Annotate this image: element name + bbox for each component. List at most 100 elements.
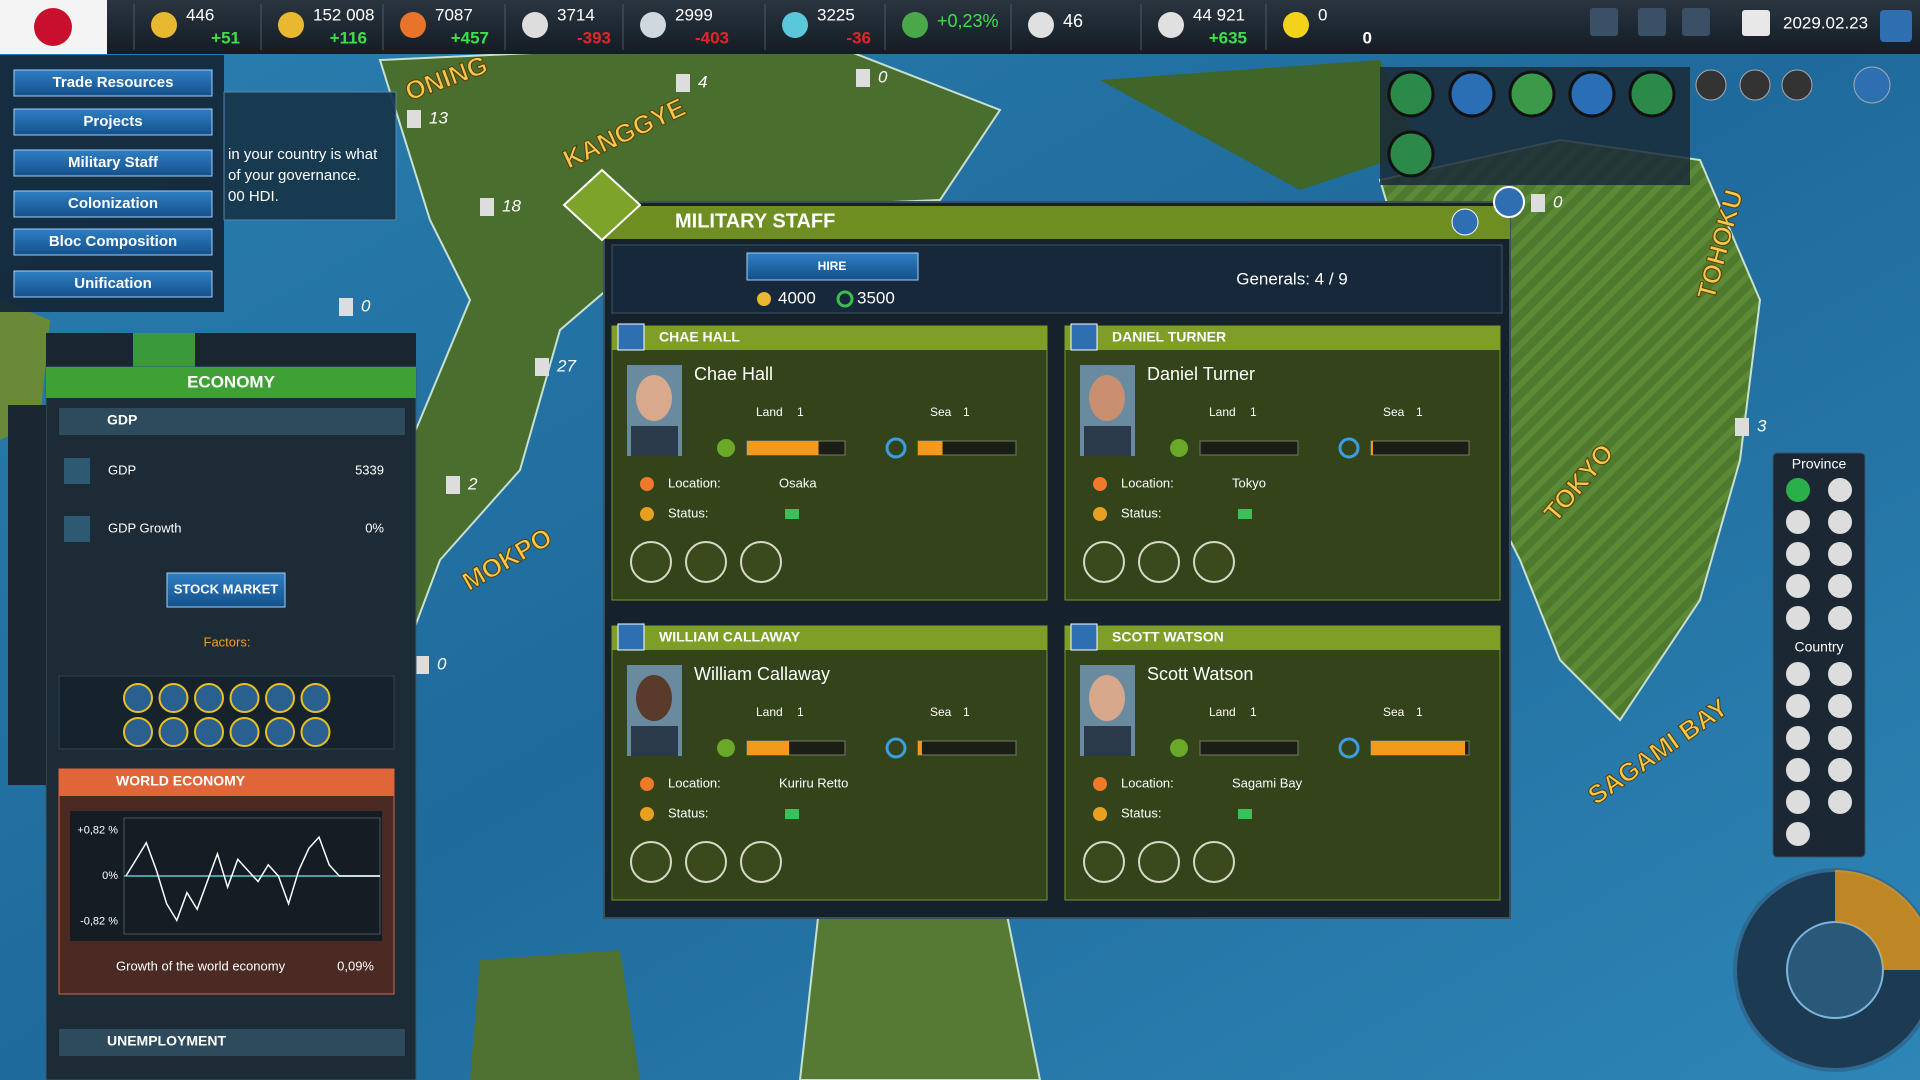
resource-icon (522, 12, 548, 38)
menu-button[interactable] (13, 228, 213, 256)
general-action[interactable] (630, 841, 672, 883)
filter-icon[interactable] (1828, 606, 1852, 630)
card-header-text: DANIEL TURNER (1112, 329, 1226, 345)
filter-icon[interactable] (1786, 574, 1810, 598)
filter-icon[interactable] (1828, 510, 1852, 534)
unit-count: 3 (1757, 416, 1767, 435)
action-button[interactable] (1628, 70, 1676, 118)
action-button[interactable] (1448, 70, 1496, 118)
action-button[interactable] (1739, 69, 1771, 101)
action-button[interactable] (1695, 69, 1727, 101)
pause-button[interactable] (1590, 8, 1618, 36)
menu-button[interactable] (13, 190, 213, 218)
radial-segment[interactable] (1835, 870, 1920, 970)
filter-icon[interactable] (1828, 694, 1852, 718)
sea-label: Sea (930, 405, 952, 419)
status-icon (1093, 807, 1107, 821)
unit-flag (446, 476, 460, 494)
sea-level: 1 (963, 405, 970, 419)
fast-button[interactable] (1682, 8, 1710, 36)
filter-icon[interactable] (1786, 662, 1810, 686)
money-icon (757, 292, 771, 306)
menu-label[interactable]: Unification (74, 275, 152, 292)
card-badge (1070, 623, 1098, 651)
menu-button[interactable] (13, 149, 213, 177)
close-button[interactable] (1493, 186, 1525, 218)
general-action[interactable] (1138, 841, 1180, 883)
general-action[interactable] (1193, 841, 1235, 883)
land-level: 1 (797, 705, 804, 719)
general-action[interactable] (1193, 541, 1235, 583)
location-label: Location: (668, 775, 721, 790)
filter-icon[interactable] (1786, 542, 1810, 566)
location-value: Sagami Bay (1232, 775, 1303, 790)
general-name: Chae Hall (694, 364, 773, 384)
menu-button[interactable] (13, 69, 213, 97)
unit-flag (1531, 194, 1545, 212)
status-indicator (1238, 509, 1252, 519)
menu-button[interactable] (13, 270, 213, 298)
filter-icon[interactable] (1786, 510, 1810, 534)
land-icon (1170, 739, 1188, 757)
hire-label[interactable]: HIRE (818, 259, 847, 273)
general-action[interactable] (1083, 841, 1125, 883)
menu-label[interactable]: Military Staff (68, 154, 159, 171)
action-button[interactable] (1387, 70, 1435, 118)
play-button[interactable] (1638, 8, 1666, 36)
filter-icon[interactable] (1828, 542, 1852, 566)
filter-icon[interactable] (1786, 726, 1810, 750)
resource-value: 0 (1318, 5, 1327, 24)
filter-icon[interactable] (1786, 694, 1810, 718)
sea-label: Sea (1383, 705, 1405, 719)
general-action[interactable] (685, 541, 727, 583)
general-action[interactable] (1083, 541, 1125, 583)
location-label: Location: (668, 475, 721, 490)
action-button[interactable] (1387, 130, 1435, 178)
menu-label[interactable]: Bloc Composition (49, 233, 177, 250)
filter-icon[interactable] (1786, 606, 1810, 630)
general-action[interactable] (630, 541, 672, 583)
action-button[interactable] (1568, 70, 1616, 118)
menu-button[interactable] (13, 108, 213, 136)
filter-icon[interactable] (1828, 758, 1852, 782)
filter-icon[interactable] (1786, 478, 1810, 502)
resource-value: 44 921 (1193, 5, 1245, 24)
economy-tab-active[interactable] (133, 333, 195, 367)
location-icon (1093, 477, 1107, 491)
filter-icon[interactable] (1786, 758, 1810, 782)
general-action[interactable] (685, 841, 727, 883)
action-button[interactable] (1781, 69, 1813, 101)
general-name: William Callaway (694, 664, 830, 684)
sea-label: Sea (930, 705, 952, 719)
general-action[interactable] (1138, 541, 1180, 583)
menu-label[interactable]: Projects (83, 113, 142, 130)
help-button[interactable] (1451, 208, 1479, 236)
stock-market-label[interactable]: STOCK MARKET (174, 581, 279, 596)
filter-icon[interactable] (1828, 478, 1852, 502)
general-action[interactable] (740, 841, 782, 883)
progress-fill (747, 441, 819, 455)
menu-label[interactable]: Colonization (68, 195, 158, 212)
filter-icon[interactable] (1828, 790, 1852, 814)
settings-button[interactable] (1880, 10, 1912, 42)
card-badge (617, 323, 645, 351)
filter-icon[interactable] (1828, 662, 1852, 686)
stock-market-button[interactable] (166, 572, 286, 608)
action-button[interactable] (1508, 70, 1556, 118)
status-label: Status: (1121, 805, 1161, 820)
factors-box (58, 675, 395, 750)
general-action[interactable] (740, 541, 782, 583)
menu-label[interactable]: Trade Resources (53, 74, 174, 91)
filter-icon[interactable] (1786, 790, 1810, 814)
country-label: Country (1794, 639, 1843, 655)
filter-icon[interactable] (1828, 574, 1852, 598)
action-button[interactable] (1853, 66, 1891, 104)
hire-button[interactable] (746, 252, 919, 281)
row-value: 5339 (355, 462, 384, 477)
location-value: Tokyo (1232, 475, 1266, 490)
sea-icon (885, 437, 907, 459)
progress-track (917, 740, 1017, 756)
filter-icon[interactable] (1828, 726, 1852, 750)
globe-button[interactable] (1786, 921, 1884, 1019)
filter-icon[interactable] (1786, 822, 1810, 846)
